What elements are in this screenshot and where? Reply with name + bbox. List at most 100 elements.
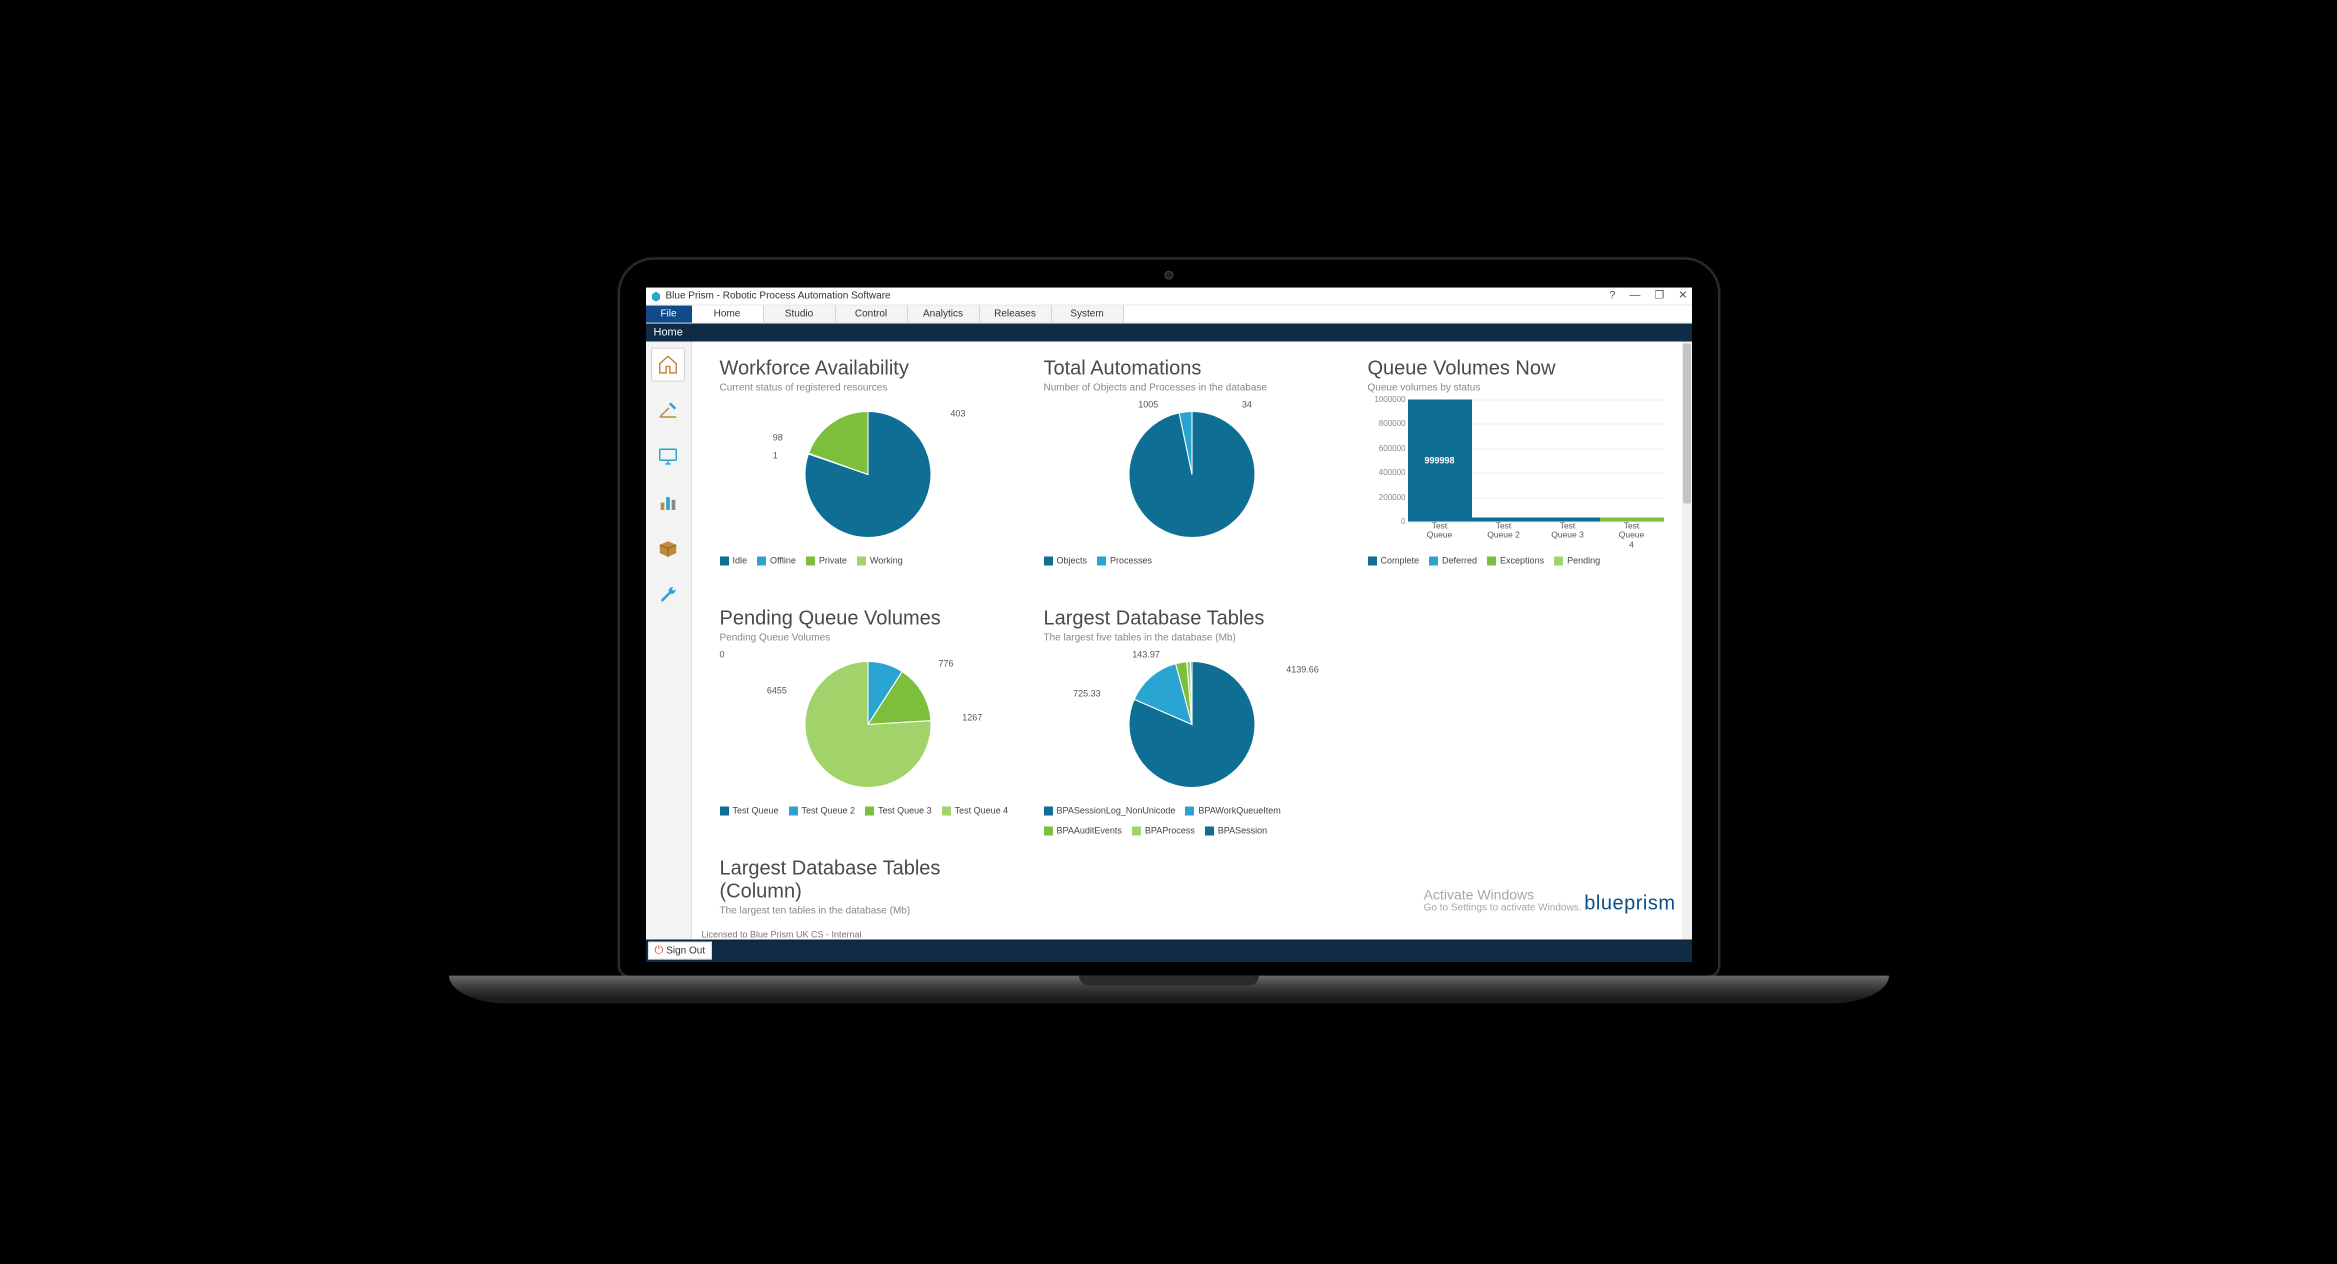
monitor-icon[interactable]: [651, 440, 685, 474]
legend-label: Test Queue 2: [802, 806, 856, 816]
legend-label: Test Queue 4: [955, 806, 1009, 816]
legend-item: Pending: [1554, 556, 1600, 566]
bar-chart: 02000004000006000008000001000000 999998 …: [1368, 400, 1664, 550]
legend-label: Pending: [1567, 556, 1600, 566]
legend-item: Offline: [757, 556, 796, 566]
tile-subtitle: Number of Objects and Processes in the d…: [1044, 383, 1340, 394]
menu-tab-analytics[interactable]: Analytics: [908, 306, 980, 323]
legend-label: BPAProcess: [1145, 826, 1195, 836]
tile-title: Queue Volumes Now: [1368, 358, 1664, 381]
sidebar: [646, 342, 692, 940]
legend-item: BPAAuditEvents: [1044, 826, 1122, 836]
menu-tab-releases[interactable]: Releases: [980, 306, 1052, 323]
tile-queue-now: Queue Volumes Now Queue volumes by statu…: [1368, 358, 1664, 588]
bar: 999998: [1408, 400, 1472, 522]
chart-callout: 98: [773, 433, 783, 443]
scrollbar[interactable]: [1682, 342, 1692, 940]
tile-subtitle: Current status of registered resources: [720, 383, 1016, 394]
bar-value: 999998: [1424, 456, 1454, 466]
tile-title: Largest Database Tables (Column): [720, 858, 1016, 904]
menu-tab-control[interactable]: Control: [836, 306, 908, 323]
chart-icon[interactable]: [651, 486, 685, 520]
x-label: TestQueue 4: [1616, 522, 1648, 550]
chart-callout: 1: [773, 451, 778, 461]
legend-item: Working: [857, 556, 903, 566]
studio-icon[interactable]: [651, 394, 685, 428]
tile-pending: Pending Queue Volumes Pending Queue Volu…: [720, 608, 1016, 838]
wrench-icon[interactable]: [651, 578, 685, 612]
chart-callout: 4139.66: [1286, 665, 1319, 675]
legend: Complete Deferred Exceptions Pending: [1368, 556, 1664, 566]
tile-workforce: Workforce Availability Current status of…: [720, 358, 1016, 588]
menu-tab-system[interactable]: System: [1052, 306, 1124, 323]
statusbar: ⏻ Sign Out: [646, 940, 1692, 962]
chart-callout: 403: [950, 409, 965, 419]
chart-callout: 34: [1242, 400, 1252, 410]
tile-subtitle: The largest five tables in the database …: [1044, 633, 1340, 644]
package-icon[interactable]: [651, 532, 685, 566]
y-tick: 800000: [1379, 419, 1406, 428]
chart-callout: 776: [939, 659, 954, 669]
signout-button[interactable]: ⏻ Sign Out: [648, 942, 713, 960]
app-logo-icon: [650, 290, 662, 302]
y-tick: 0: [1401, 517, 1405, 526]
menu-file[interactable]: File: [646, 306, 692, 323]
tile-largest-col: Largest Database Tables (Column) The lar…: [720, 858, 1016, 918]
chart-callout: 6455: [767, 686, 787, 696]
legend: IdleOfflinePrivateWorking: [720, 556, 1016, 566]
tile-title: Workforce Availability: [720, 358, 1016, 381]
pie-chart: 4139.66725.33143.97: [1044, 650, 1340, 800]
activate-windows-watermark: Activate Windows Go to Settings to activ…: [1424, 887, 1582, 914]
legend-item: Idle: [720, 556, 748, 566]
tile-title: Largest Database Tables: [1044, 608, 1340, 631]
legend-label: Exceptions: [1500, 556, 1544, 566]
screen: Blue Prism - Robotic Process Automation …: [646, 288, 1692, 962]
legend-item: Objects: [1044, 556, 1088, 566]
laptop-frame: Blue Prism - Robotic Process Automation …: [618, 258, 1720, 978]
legend-label: Objects: [1057, 556, 1088, 566]
chart-note: 0: [720, 650, 725, 660]
menu-tab-home[interactable]: Home: [692, 306, 764, 323]
help-icon[interactable]: ?: [1609, 291, 1615, 302]
pie-chart: 100534: [1044, 400, 1340, 550]
legend-label: Deferred: [1442, 556, 1477, 566]
menubar: File HomeStudioControlAnalyticsReleasesS…: [646, 306, 1692, 324]
legend-label: BPASessionLog_NonUnicode: [1057, 806, 1176, 816]
x-label: TestQueue: [1427, 522, 1453, 541]
x-label: TestQueue 3: [1551, 522, 1584, 541]
laptop-base: [449, 976, 1889, 1004]
activate-sub: Go to Settings to activate Windows.: [1424, 903, 1582, 914]
legend-label: BPAAuditEvents: [1057, 826, 1122, 836]
window-title: Blue Prism - Robotic Process Automation …: [666, 291, 891, 302]
legend-item: Deferred: [1429, 556, 1477, 566]
maximize-icon[interactable]: ❐: [1654, 291, 1664, 302]
tile-subtitle: Pending Queue Volumes: [720, 633, 1016, 644]
legend-label: BPAWorkQueueItem: [1198, 806, 1280, 816]
legend-label: BPASession: [1218, 826, 1267, 836]
chart-callout: 725.33: [1073, 689, 1101, 699]
minimize-icon[interactable]: —: [1629, 291, 1640, 302]
menu-tab-studio[interactable]: Studio: [764, 306, 836, 323]
legend-item: Test Queue 3: [865, 806, 932, 816]
home-icon[interactable]: [651, 348, 685, 382]
tile-title: Total Automations: [1044, 358, 1340, 381]
legend-item: BPAWorkQueueItem: [1185, 806, 1280, 816]
legend-item: Test Queue: [720, 806, 779, 816]
window-titlebar: Blue Prism - Robotic Process Automation …: [646, 288, 1692, 306]
tile-empty: [1368, 608, 1664, 838]
tile-subtitle: The largest ten tables in the database (…: [720, 906, 1016, 917]
legend-item: BPAProcess: [1132, 826, 1195, 836]
y-tick: 200000: [1379, 493, 1406, 502]
legend-item: BPASession: [1205, 826, 1267, 836]
legend-item: Processes: [1097, 556, 1152, 566]
legend-label: Test Queue 3: [878, 806, 932, 816]
legend-label: Working: [870, 556, 903, 566]
legend-label: Complete: [1381, 556, 1420, 566]
legend-label: Processes: [1110, 556, 1152, 566]
legend-item: Complete: [1368, 556, 1420, 566]
y-tick: 1000000: [1374, 395, 1405, 404]
y-tick: 600000: [1379, 444, 1406, 453]
close-icon[interactable]: ✕: [1678, 291, 1687, 302]
legend-label: Offline: [770, 556, 796, 566]
legend-label: Test Queue: [733, 806, 779, 816]
